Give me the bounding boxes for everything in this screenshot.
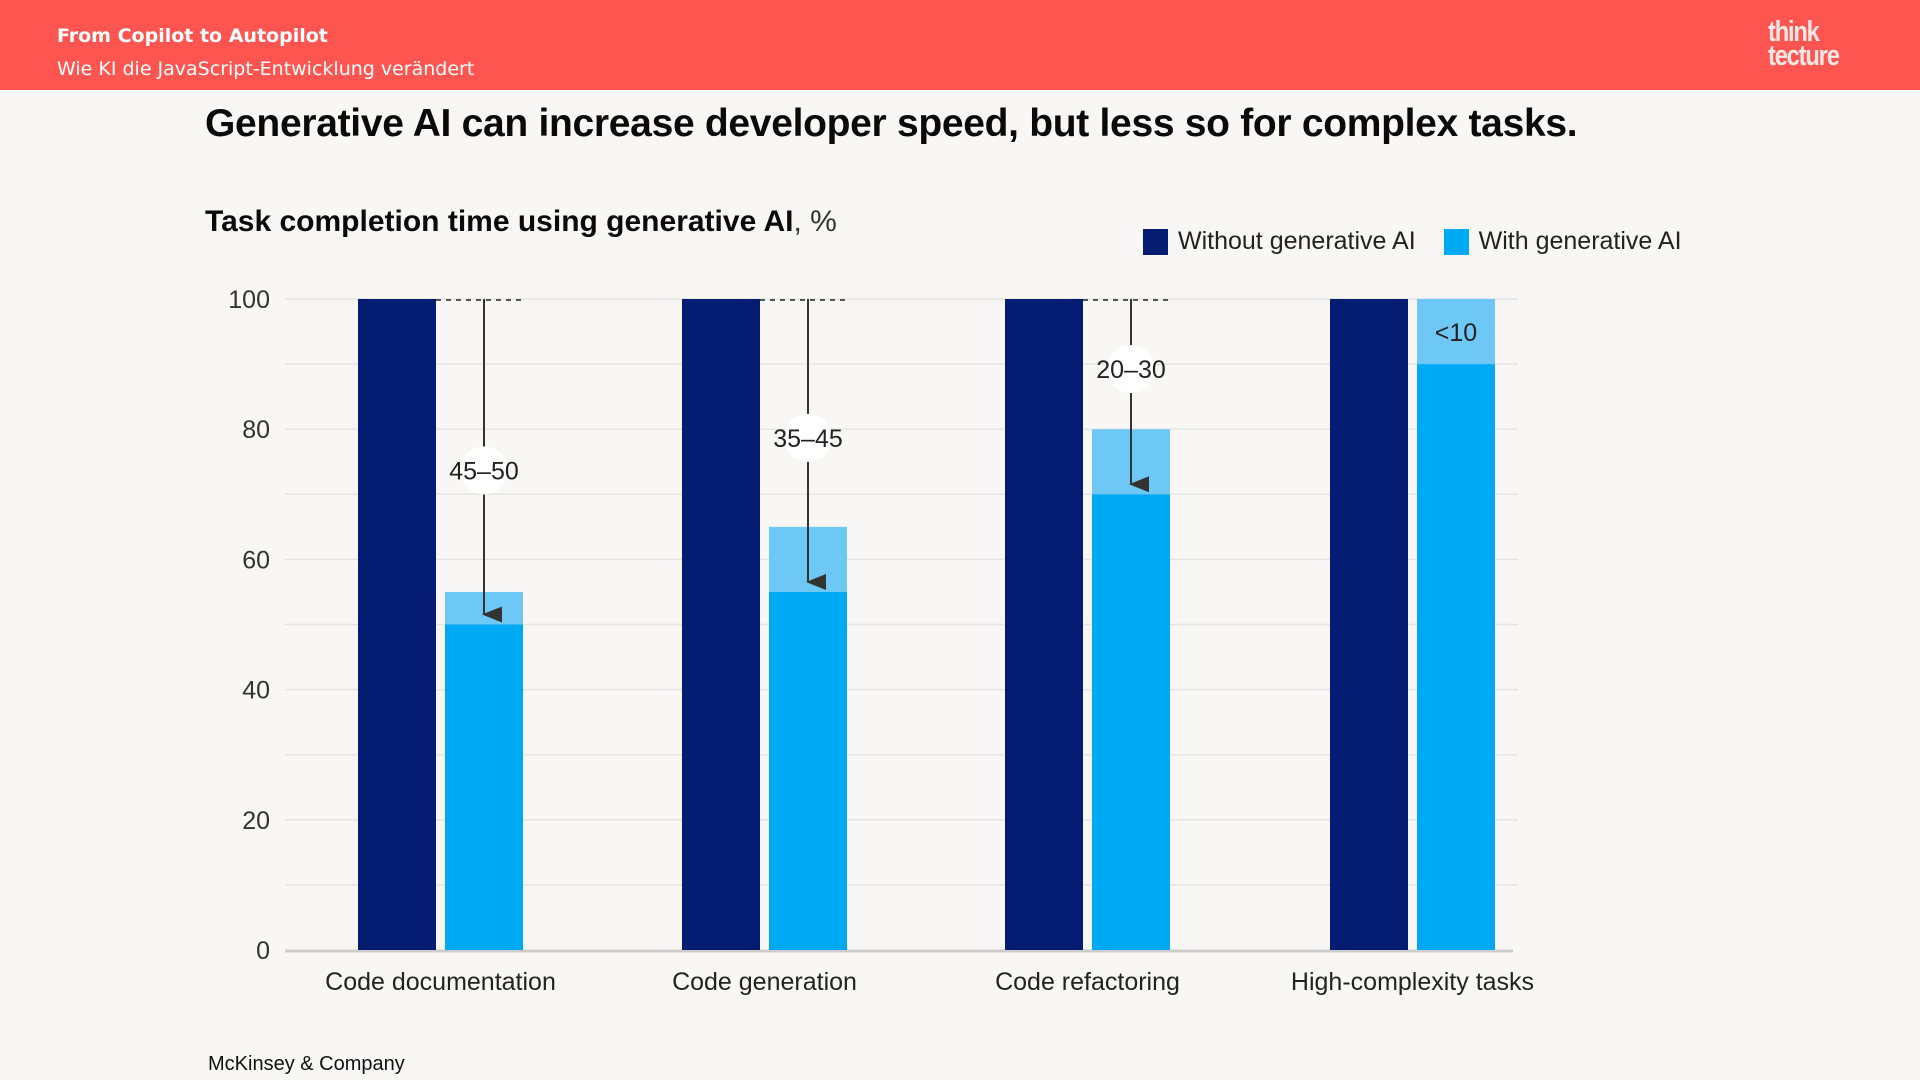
y-tick-label: 60 xyxy=(242,546,270,574)
reduction-annotation: 45–50 xyxy=(449,457,519,485)
chart-title: Task completion time using generative AI… xyxy=(205,205,837,239)
legend-label-without: Without generative AI xyxy=(1178,227,1416,255)
x-category-label: Code generation xyxy=(672,968,857,996)
bar-with-ai xyxy=(445,624,523,950)
thinktecture-logo: think tecture xyxy=(1768,16,1840,72)
legend-swatch-without xyxy=(1143,228,1168,255)
annotation-background xyxy=(1107,345,1155,394)
chart-title-unit: , % xyxy=(793,205,837,238)
reduction-annotation: 20–30 xyxy=(1096,356,1166,384)
x-category-label: High-complexity tasks xyxy=(1291,968,1534,996)
x-category-label: Code documentation xyxy=(325,968,556,996)
bar-without-ai xyxy=(682,299,760,950)
y-tick-label: 100 xyxy=(228,286,270,314)
bar-with-ai-range xyxy=(1417,299,1495,365)
bar-without-ai xyxy=(358,299,436,950)
reduction-annotation: <10 xyxy=(1435,319,1477,347)
header-subtitle: Wie KI die JavaScript-Entwicklung veränd… xyxy=(57,58,475,80)
source-label: McKinsey & Company xyxy=(208,1053,405,1075)
bar-with-ai xyxy=(1417,364,1495,951)
bar-with-ai xyxy=(1092,494,1170,950)
reduction-annotation: 35–45 xyxy=(773,425,843,453)
slide-title: Generative AI can increase developer spe… xyxy=(205,102,1578,145)
chart-legend: Without generative AI With generative AI xyxy=(1143,227,1710,256)
legend-item-without: Without generative AI xyxy=(1143,227,1416,256)
bar-without-ai xyxy=(1330,299,1408,950)
legend-item-with: With generative AI xyxy=(1443,227,1682,256)
header-title: From Copilot to Autopilot xyxy=(57,25,328,47)
y-tick-label: 20 xyxy=(242,807,270,835)
y-tick-label: 40 xyxy=(242,677,270,705)
bar-without-ai xyxy=(1005,299,1083,950)
logo-line-2: tecture xyxy=(1768,40,1840,72)
slide-header: From Copilot to Autopilot Wie KI die Jav… xyxy=(0,0,1920,90)
legend-label-with: With generative AI xyxy=(1478,227,1682,255)
annotation-background xyxy=(460,446,508,495)
annotation-background xyxy=(784,413,832,462)
y-tick-label: 80 xyxy=(242,416,270,444)
legend-swatch-with xyxy=(1443,228,1469,255)
chart-title-text: Task completion time using generative AI xyxy=(205,205,794,238)
x-category-label: Code refactoring xyxy=(995,968,1180,996)
logo-line-1: think xyxy=(1768,16,1820,48)
bar-with-ai xyxy=(769,591,847,950)
y-tick-label: 0 xyxy=(256,937,270,965)
